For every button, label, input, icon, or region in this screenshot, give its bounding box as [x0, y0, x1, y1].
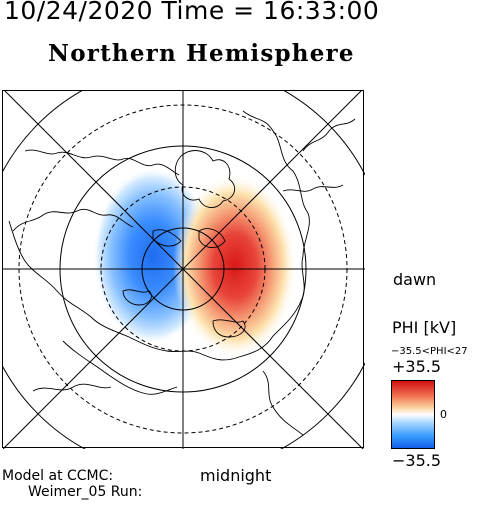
colorbar-mid-label: 0 — [440, 408, 447, 421]
datetime-title: 10/24/2020 Time = 16:33:00 — [4, 0, 380, 25]
midnight-label: midnight — [200, 466, 272, 485]
colorbar-title: PHI [kV] — [392, 318, 457, 337]
model-line-2: Weimer_05 Run: — [28, 484, 143, 500]
colorbar-min-label: −35.5 — [392, 451, 442, 470]
dawn-potential-cell — [173, 174, 297, 358]
colorbar-max-label: +35.5 — [392, 357, 442, 376]
meridian-lines — [3, 91, 365, 449]
colorbar — [391, 380, 435, 449]
polar-map — [2, 90, 365, 449]
colorbar-range: −35.5<PHI<27 — [391, 346, 468, 357]
meridian-line — [3, 91, 362, 449]
dawn-label: dawn — [393, 270, 437, 289]
polar-map-plot — [3, 91, 365, 449]
model-line-1: Model at CCMC: — [2, 468, 114, 484]
hemisphere-title: Northern Hemisphere — [48, 40, 355, 67]
coastlines — [8, 110, 356, 436]
